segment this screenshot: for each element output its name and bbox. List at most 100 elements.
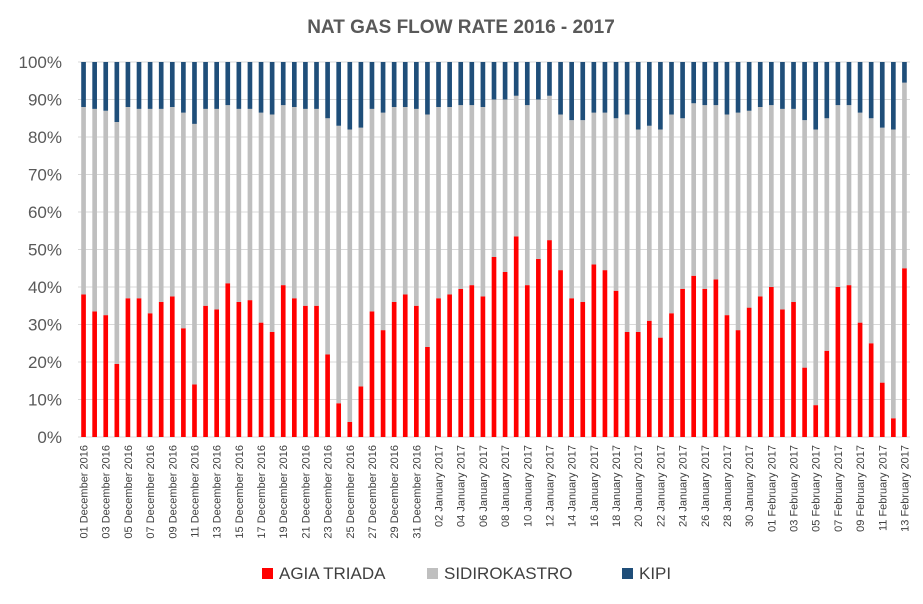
bar-segment-sidirokastro [247,108,253,301]
bar-segment-agia-triada [513,236,519,438]
bar-segment-agia-triada [602,270,608,438]
bar-segment-kipi [569,62,574,121]
bar-segment-sidirokastro [569,120,574,299]
bar-segment-sidirokastro [879,127,885,383]
bar-stack [591,62,597,437]
x-tick-label: 05 February 2017 [811,445,823,532]
bar-segment-agia-triada [325,354,330,437]
bar-segment-sidirokastro [169,107,175,297]
bar-segment-sidirokastro [624,114,630,332]
bar-segment-agia-triada [436,298,441,437]
bar-segment-sidirokastro [347,129,353,422]
bar-segment-sidirokastro [680,118,685,289]
bar-segment-sidirokastro [702,105,708,289]
bar-segment-sidirokastro [314,108,319,306]
bar-segment-sidirokastro [524,105,530,286]
bar-segment-sidirokastro [236,108,242,303]
bar-stack [646,62,652,437]
x-tick-label: 29 December 2016 [389,445,401,539]
x-tick-label: 19 December 2016 [278,445,290,539]
x-tick-label: 08 January 2017 [500,445,512,527]
bar-segment-sidirokastro [691,103,697,276]
bar-segment-agia-triada [147,313,153,437]
bar-segment-sidirokastro [857,112,863,323]
bar-segment-sidirokastro [791,108,796,303]
bar-segment-agia-triada [181,328,186,437]
bar-segment-kipi [280,62,286,106]
bar-stack [513,62,519,438]
x-tick-label: 31 December 2016 [411,445,423,539]
bar-segment-agia-triada [203,305,208,437]
bar-segment-sidirokastro [258,112,264,323]
bar-stack [613,62,619,437]
x-tick-label: 21 December 2016 [300,445,312,539]
bar-segment-kipi [291,62,297,107]
y-tick-label: 30% [28,316,62,335]
x-tick-label: 22 January 2017 [655,445,667,527]
bar-segment-sidirokastro [613,118,619,291]
bar-segment-kipi [225,62,231,106]
bar-segment-sidirokastro [713,105,719,280]
legend: AGIA TRIADA SIDIROKASTRO KIPI [262,564,671,583]
bar-segment-kipi [502,62,508,100]
bar-segment-kipi [192,62,197,124]
x-tick-label: 11 December 2016 [189,445,201,538]
bar-segment-kipi [158,62,164,109]
x-tick-label: 09 December 2016 [167,445,179,539]
x-tick-label: 27 December 2016 [367,445,379,539]
bar-segment-sidirokastro [480,107,486,297]
bar-stack [824,62,830,437]
bar-stack [713,62,719,437]
bar-stack [691,62,697,437]
x-tick-label: 24 January 2017 [678,445,690,527]
bar-segment-kipi [103,62,109,111]
x-tick-label: 10 January 2017 [522,445,534,527]
bar-stack [857,62,863,438]
x-tick-label: 05 December 2016 [123,445,135,539]
bar-segment-agia-triada [813,405,819,438]
bar-segment-sidirokastro [658,129,663,338]
bar-stack [136,62,142,437]
bar-segment-kipi [125,62,131,107]
bar-segment-kipi [868,62,874,119]
bar-segment-sidirokastro [147,108,153,314]
bar-stack [502,62,508,437]
bar-segment-sidirokastro [92,108,97,312]
bar-segment-kipi [314,62,319,109]
bar-segment-sidirokastro [103,110,109,316]
bar-segment-sidirokastro [813,129,819,406]
bar-segment-kipi [92,62,97,109]
bar-segment-agia-triada [524,285,530,438]
bar-segment-agia-triada [802,367,807,438]
bar-segment-agia-triada [658,337,663,438]
bar-segment-kipi [458,62,464,106]
chart-title: NAT GAS FLOW RATE 2016 - 2017 [307,17,615,38]
bar-segment-kipi [891,62,896,130]
bar-stack [624,62,630,437]
bar-segment-agia-triada [780,309,785,437]
bar-segment-agia-triada [547,240,552,438]
bar-stack [746,62,752,438]
x-tick-label: 16 January 2017 [589,445,601,527]
bar-stack [303,62,308,437]
bar-stack [879,62,885,438]
y-tick-label: 90% [28,91,62,110]
bar-segment-kipi [347,62,353,130]
x-tick-label: 30 January 2017 [744,445,756,527]
bar-segment-sidirokastro [513,95,519,237]
x-tick-label: 15 December 2016 [234,445,246,539]
x-tick-label: 26 January 2017 [700,445,712,527]
bar-segment-sidirokastro [802,120,807,368]
bar-stack [757,62,763,438]
bar-stack [425,62,430,437]
bar-segment-agia-triada [347,422,353,437]
y-tick-label: 0% [37,428,62,447]
x-tick-label: 20 January 2017 [633,445,645,527]
bar-segment-kipi [524,62,530,106]
bar-segment-kipi [846,62,852,106]
bar-segment-kipi [491,62,497,100]
bar-segment-agia-triada [502,272,508,437]
bar-stack [325,62,330,437]
bar-segment-kipi [735,62,741,113]
